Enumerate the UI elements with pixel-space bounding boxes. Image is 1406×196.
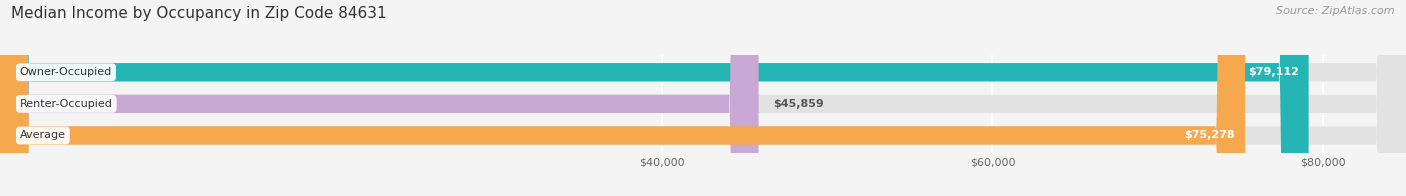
FancyBboxPatch shape <box>0 0 1309 196</box>
FancyBboxPatch shape <box>0 0 1246 196</box>
Text: Renter-Occupied: Renter-Occupied <box>20 99 112 109</box>
FancyBboxPatch shape <box>0 0 759 196</box>
Text: $75,278: $75,278 <box>1185 131 1236 141</box>
Text: $45,859: $45,859 <box>773 99 824 109</box>
Text: Median Income by Occupancy in Zip Code 84631: Median Income by Occupancy in Zip Code 8… <box>11 6 387 21</box>
Text: Source: ZipAtlas.com: Source: ZipAtlas.com <box>1277 6 1395 16</box>
Text: Owner-Occupied: Owner-Occupied <box>20 67 112 77</box>
Text: Average: Average <box>20 131 66 141</box>
Text: $79,112: $79,112 <box>1247 67 1299 77</box>
